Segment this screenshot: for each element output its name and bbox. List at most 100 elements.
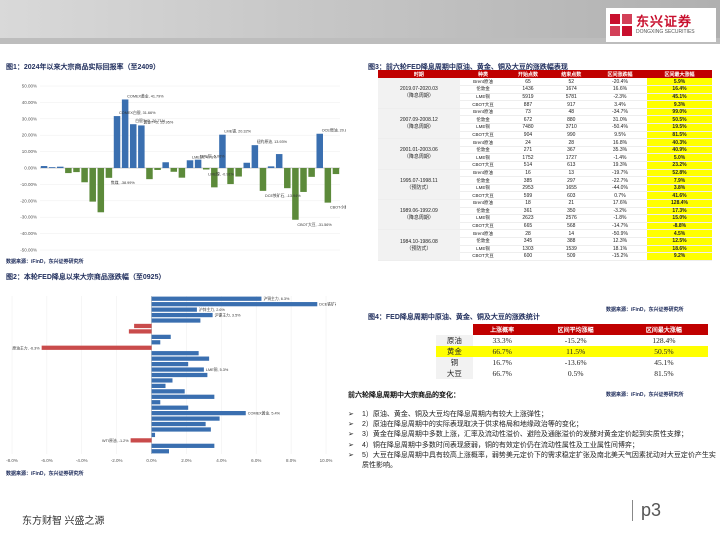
x-tick-label: 2.0% [181, 458, 191, 463]
data-label: CBOT大豆, -31.56% [297, 222, 332, 227]
bullet-text: 4）铜在降息周期中多数时间表现疲弱，铜的有效定价仍在流动性属性及工业属性间博弈； [362, 441, 639, 449]
table-row: 1989.06-1992.09 （降息周期） Brent原油 18 21 17.6% 128… [378, 199, 712, 231]
bar [41, 345, 152, 350]
table-row: LME铜 1303 1539 18.1% 18.6% [378, 245, 712, 254]
table-cell: 50.5% [647, 115, 712, 125]
table-cell: 9.2% [647, 252, 712, 261]
bar [146, 168, 153, 180]
bar [151, 421, 206, 427]
table-cell: LME铜 [459, 123, 507, 132]
period-cell: 1984.10-1986.08 （预防式） [378, 229, 460, 261]
bar [130, 438, 152, 443]
table-row: 大豆 66.7% 0.5% 81.5% [436, 368, 708, 379]
bar [105, 168, 113, 178]
figure1-chart: 50.00% 40.00% 30.00% 20.00% 10.00% 0.00% -10.0… [6, 80, 346, 258]
page-number: p3 [632, 500, 661, 521]
bar [151, 302, 318, 307]
table-cell: 12.5% [647, 237, 712, 246]
table-cell: 514 [506, 161, 550, 170]
table-cell: 16.8% [592, 138, 648, 147]
table-cell: -14.7% [592, 222, 648, 231]
table-cell: 367 [549, 146, 593, 155]
table-cell: -50.9% [592, 229, 648, 238]
table-cell: 14 [549, 229, 593, 238]
bar [151, 432, 156, 438]
table-row: 伦敦金 1436 1674 16.6% 16.4% [378, 85, 712, 94]
period-cell: 1989.06-1992.09 （降息周期） [378, 199, 460, 231]
table-row: LME铜 7480 3710 -50.4% 19.5% [378, 123, 712, 132]
table-cell: 1303 [506, 245, 550, 254]
table-cell: 0.5% [567, 369, 584, 378]
table-cell: 23.2% [647, 161, 712, 170]
table-header-cell: 结束点数 [549, 70, 593, 78]
bar [202, 168, 210, 170]
table-cell: 1727 [549, 153, 593, 163]
bar [89, 168, 96, 202]
figure4-table: 上涨概率 区间平均涨幅 区间最大涨幅 原油 33.3% -15.2% 128.4% 黄金 66… [436, 324, 708, 379]
logo-cn-text: 东兴证券 [636, 14, 693, 29]
table-row: 原油 33.3% -15.2% 128.4% [436, 335, 708, 346]
table-cell: 41.6% [647, 191, 712, 200]
table-cell: 990 [549, 131, 593, 140]
bar [113, 116, 121, 168]
table-cell: 65 [506, 78, 550, 87]
table-cell: 19.3% [592, 161, 648, 170]
data-label: COMEX白银, 31.66% [119, 110, 156, 115]
data-label: 焦煤, -38.99% [111, 180, 135, 185]
table-cell: LME铜 [459, 245, 507, 254]
table-row: 2007.09-2008.12 （降息周期） Brent原油 73 48 -34.7% 99… [378, 108, 712, 140]
table-cell: 45.1% [647, 93, 712, 102]
bullet-item: ➢ 1）原油、黄金、铜及大豆均在降息周期内有较大上涨弹性； [348, 410, 720, 420]
bar [219, 134, 226, 168]
table-row: LME铜 2953 1655 -44.0% 3.8% [378, 184, 712, 193]
bar [178, 168, 186, 178]
data-label: 原油主力, -6.3% [12, 345, 40, 350]
table-cell: 7.9% [647, 176, 712, 185]
table-cell: 5.9% [647, 78, 712, 87]
table-cell: 880 [549, 115, 593, 125]
bar [151, 416, 220, 421]
table-cell: 1674 [549, 85, 593, 94]
table-cell: 361 [506, 207, 550, 216]
table-cell: 17.3% [647, 207, 712, 216]
bar [151, 356, 210, 361]
analysis-bullets: ➢ 1）原油、黄金、铜及大豆均在降息周期内有较大上涨弹性； ➢ 2）原油在降息周期中的… [348, 410, 720, 471]
table-cell: 5919 [506, 93, 550, 102]
bullet-text: 1）原油、黄金、铜及大豆均在降息周期内有较大上涨弹性； [362, 411, 548, 418]
table-cell: 40.3% [647, 138, 712, 147]
table-cell: 1539 [549, 245, 593, 254]
bar [151, 405, 189, 410]
data-label: 沪铜主力, 6.3% [263, 296, 290, 301]
table-cell: 9.3% [647, 100, 712, 109]
table-cell: 271 [506, 146, 550, 155]
table-cell: 672 [506, 115, 550, 125]
table-row: 伦敦金 672 880 31.0% 50.5% [378, 115, 712, 125]
table-cell: LME铜 [459, 214, 507, 223]
bar [151, 318, 201, 323]
table-cell: -20.4% [592, 78, 648, 87]
bar [251, 145, 259, 168]
data-label: LME铜, 4.71% [192, 154, 217, 159]
table-cell: -44.0% [592, 184, 648, 193]
table-header-cell: 开始点数 [506, 70, 550, 78]
table-cell: Brent原油 [459, 108, 507, 117]
figure3-title: 图3：前六轮FED降息周期中原油、黄金、铜及大豆的涨跌幅表现 [368, 64, 568, 71]
data-label: DCE铁矿石, -13.94% [265, 193, 301, 198]
period-cell: 2019.07-2020.03 （降息周期） [378, 78, 460, 109]
table-cell: 12.3% [592, 237, 648, 246]
bar [170, 168, 178, 172]
table-cell: -3.2% [592, 207, 648, 216]
table-header-cell: 区间最大涨幅 [619, 324, 708, 335]
bar [151, 361, 189, 367]
table-cell: 568 [549, 222, 593, 231]
table-cell: 35.3% [592, 146, 648, 155]
table-cell: 伦敦金 [459, 115, 507, 125]
bullet-item: ➢ 3）黄金在降息周期中多数上涨，汇率及流动性溢价、避险及通胀溢价的发酵对黄金定价… [348, 430, 720, 440]
bar [151, 449, 169, 454]
table-row: CBOT大豆 887 917 3.4% 9.3% [378, 100, 712, 109]
bar [48, 167, 56, 168]
x-tick-label: 8.0% [286, 458, 296, 463]
table-cell: 11.5% [531, 346, 620, 357]
table-cell: 388 [549, 237, 593, 246]
table-cell: -1.8% [592, 214, 648, 223]
